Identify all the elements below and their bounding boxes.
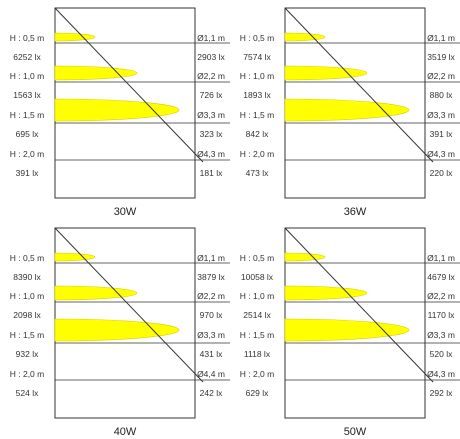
edge-lux-label: 323 lx: [199, 129, 223, 139]
center-lux-label: 6252 lx: [13, 52, 41, 62]
height-label: H : 1,5 m: [9, 330, 45, 340]
light-beam-shape: [284, 65, 368, 81]
edge-lux-label: 242 lx: [199, 388, 223, 398]
diameter-label: Ø2,2 m: [197, 291, 225, 301]
beam-panel-graphic: [284, 7, 460, 199]
diameter-label: Ø2,2 m: [427, 71, 455, 81]
height-label: H : 0,5 m: [239, 253, 275, 263]
edge-lux-label: 220 lx: [429, 168, 453, 178]
center-lux-label: 629 lx: [245, 388, 269, 398]
height-label: H : 1,0 m: [239, 71, 275, 81]
beam-angle-line: [54, 7, 204, 163]
light-beam-shape: [54, 65, 138, 81]
height-label: H : 1,5 m: [239, 110, 275, 120]
center-lux-label: 8390 lx: [13, 272, 41, 282]
beam-angle-line: [284, 227, 434, 383]
edge-lux-label: 3879 lx: [197, 272, 225, 282]
edge-lux-label: 2903 lx: [197, 52, 225, 62]
edge-lux-label: 431 lx: [199, 349, 223, 359]
center-lux-label: 10058 lx: [240, 272, 274, 282]
diameter-label: Ø3,3 m: [197, 110, 225, 120]
light-beam-shape: [284, 252, 326, 262]
center-lux-label: 7574 lx: [243, 52, 271, 62]
height-label: H : 2,0 m: [9, 149, 45, 159]
light-beam-shape: [54, 252, 96, 262]
center-lux-label: 473 lx: [245, 168, 269, 178]
edge-lux-label: 726 lx: [199, 90, 223, 100]
height-label: H : 1,5 m: [9, 110, 45, 120]
light-beam-shape: [284, 285, 368, 301]
diameter-label: Ø1,1 m: [197, 33, 225, 43]
height-label: H : 0,5 m: [239, 33, 275, 43]
wattage-caption: 36W: [343, 206, 367, 218]
diameter-label: Ø4,4 m: [197, 369, 225, 379]
wattage-caption: 40W: [113, 426, 137, 438]
edge-lux-label: 1170 lx: [427, 310, 455, 320]
diameter-label: Ø3,3 m: [427, 330, 455, 340]
diameter-label: Ø1,1 m: [427, 253, 455, 263]
beam-panel-40w: H : 0,5 m 8390 lx Ø1,1 m 3879 lx H : 1,0 m 20…: [0, 220, 230, 439]
diameter-label: Ø4,3 m: [427, 149, 455, 159]
light-beam-shape: [54, 285, 138, 301]
diameter-label: Ø2,2 m: [197, 71, 225, 81]
edge-lux-label: 970 lx: [199, 310, 223, 320]
height-label: H : 1,0 m: [9, 291, 45, 301]
center-lux-label: 1563 lx: [13, 90, 41, 100]
height-label: H : 1,5 m: [239, 330, 275, 340]
diameter-label: Ø4,3 m: [197, 149, 225, 159]
edge-lux-label: 520 lx: [429, 349, 453, 359]
beam-panel-50w: H : 0,5 m 10058 lx Ø1,1 m 4679 lx H : 1,0 m 2…: [230, 220, 460, 439]
beam-angle-line: [54, 227, 204, 383]
wattage-caption: 30W: [113, 206, 137, 218]
beam-panel-30w: H : 0,5 m 6252 lx Ø1,1 m 2903 lx H : 1,0 m 15…: [0, 0, 230, 219]
diameter-label: Ø2,2 m: [427, 291, 455, 301]
edge-lux-label: 292 lx: [429, 388, 453, 398]
center-lux-label: 2098 lx: [13, 310, 41, 320]
beam-panel-graphic: [54, 7, 230, 199]
height-label: H : 2,0 m: [9, 369, 45, 379]
height-label: H : 1,0 m: [239, 291, 275, 301]
center-lux-label: 2514 lx: [243, 310, 271, 320]
edge-lux-label: 880 lx: [429, 90, 453, 100]
beam-angle-line: [284, 7, 434, 163]
height-label: H : 0,5 m: [9, 253, 45, 263]
diameter-label: Ø4,3 m: [427, 369, 455, 379]
center-lux-label: 1893 lx: [243, 90, 271, 100]
edge-lux-label: 391 lx: [429, 129, 453, 139]
light-beam-shape: [284, 32, 326, 42]
center-lux-label: 391 lx: [15, 168, 39, 178]
edge-lux-label: 181 lx: [199, 168, 223, 178]
beam-panel-graphic: [284, 227, 460, 419]
wattage-caption: 50W: [343, 426, 367, 438]
center-lux-label: 695 lx: [15, 129, 39, 139]
diameter-label: Ø1,1 m: [427, 33, 455, 43]
height-label: H : 2,0 m: [239, 149, 275, 159]
beam-panel-36w: H : 0,5 m 7574 lx Ø1,1 m 3519 lx H : 1,0 m 18…: [230, 0, 460, 219]
diameter-label: Ø3,3 m: [427, 110, 455, 120]
edge-lux-label: 4679 lx: [427, 272, 455, 282]
center-lux-label: 932 lx: [15, 349, 39, 359]
edge-lux-label: 3519 lx: [427, 52, 455, 62]
light-beam-shape: [54, 32, 96, 42]
height-label: H : 0,5 m: [9, 33, 45, 43]
height-label: H : 2,0 m: [239, 369, 275, 379]
center-lux-label: 1118 lx: [243, 349, 271, 359]
center-lux-label: 842 lx: [245, 129, 269, 139]
diameter-label: Ø3,3 m: [197, 330, 225, 340]
center-lux-label: 524 lx: [15, 388, 39, 398]
diameter-label: Ø1,1 m: [197, 253, 225, 263]
beam-panel-graphic: [54, 227, 230, 419]
height-label: H : 1,0 m: [9, 71, 45, 81]
